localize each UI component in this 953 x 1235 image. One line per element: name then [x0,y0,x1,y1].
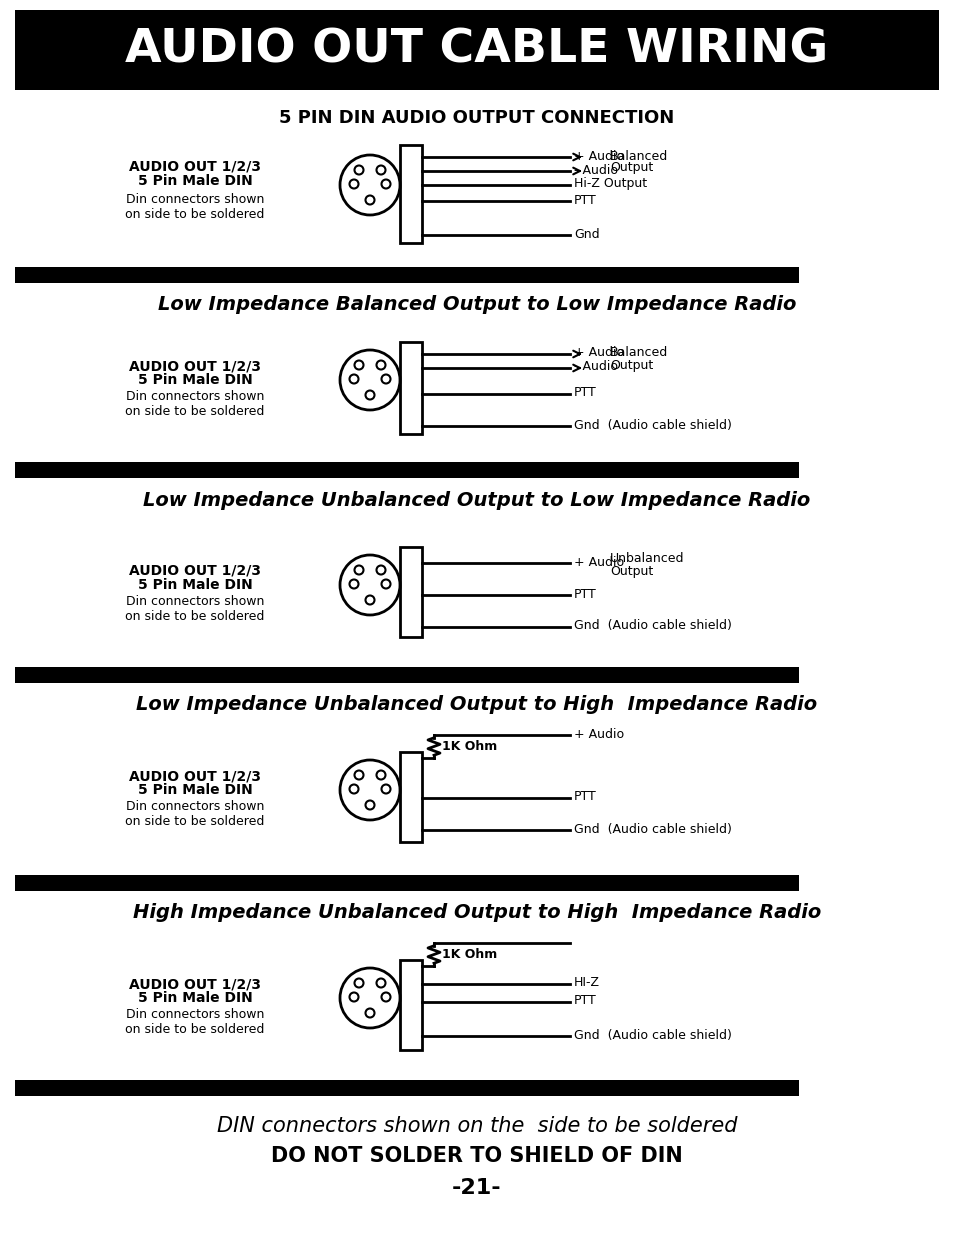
Text: Din connectors shown
on side to be soldered: Din connectors shown on side to be solde… [125,800,264,827]
Text: Gnd  (Audio cable shield): Gnd (Audio cable shield) [574,419,731,431]
Bar [399,547,421,637]
Bar [15,267,799,283]
Text: 5 Pin Male DIN: 5 Pin Male DIN [137,990,253,1005]
Text: AUDIO OUT 1/2/3: AUDIO OUT 1/2/3 [129,161,261,174]
Text: AUDIO OUT CABLE WIRING: AUDIO OUT CABLE WIRING [125,27,828,73]
Text: PTT: PTT [574,790,597,804]
Text: PTT: PTT [574,588,597,600]
Bar [15,462,799,478]
Text: Unbalanced: Unbalanced [609,552,684,566]
Text: AUDIO OUT 1/2/3: AUDIO OUT 1/2/3 [129,769,261,783]
Text: Gnd: Gnd [574,227,599,241]
Text: PTT: PTT [574,194,597,206]
Text: + Audio: + Audio [574,727,623,741]
Text: 1K Ohm: 1K Ohm [441,948,497,961]
Text: Output: Output [609,564,653,578]
Text: 5 PIN DIN AUDIO OUTPUT CONNECTION: 5 PIN DIN AUDIO OUTPUT CONNECTION [279,109,674,127]
Text: Gnd  (Audio cable shield): Gnd (Audio cable shield) [574,620,731,632]
Text: DO NOT SOLDER TO SHIELD OF DIN: DO NOT SOLDER TO SHIELD OF DIN [271,1146,682,1166]
Text: PTT: PTT [574,387,597,399]
Bar [15,10,938,90]
Text: Low Impedance Balanced Output to Low Impedance Radio: Low Impedance Balanced Output to Low Imp… [157,295,796,315]
Text: 5 Pin Male DIN: 5 Pin Male DIN [137,578,253,592]
Text: AUDIO OUT 1/2/3: AUDIO OUT 1/2/3 [129,977,261,990]
Text: Low Impedance Unbalanced Output to High  Impedance Radio: Low Impedance Unbalanced Output to High … [136,695,817,715]
Text: DIN connectors shown on the  side to be soldered: DIN connectors shown on the side to be s… [216,1116,737,1136]
Bar [399,960,421,1050]
Text: Gnd  (Audio cable shield): Gnd (Audio cable shield) [574,1029,731,1041]
Bar [15,1079,799,1095]
Text: AUDIO OUT 1/2/3: AUDIO OUT 1/2/3 [129,564,261,578]
Bar [15,876,799,890]
Text: Balanced: Balanced [609,347,667,359]
Text: 5 Pin Male DIN: 5 Pin Male DIN [137,174,253,188]
Text: Gnd  (Audio cable shield): Gnd (Audio cable shield) [574,823,731,836]
Text: Balanced: Balanced [609,149,667,163]
Text: Din connectors shown
on side to be soldered: Din connectors shown on side to be solde… [125,390,264,417]
Text: Output: Output [609,358,653,372]
Text: Din connectors shown
on side to be soldered: Din connectors shown on side to be solde… [125,595,264,622]
Text: + Audio: + Audio [574,556,623,568]
Text: - Audio: - Audio [574,163,618,177]
Text: + Audio: + Audio [574,149,623,163]
Text: AUDIO OUT 1/2/3: AUDIO OUT 1/2/3 [129,359,261,373]
Text: Output: Output [609,162,653,174]
Text: HI-Z: HI-Z [574,977,599,989]
Bar [399,342,421,433]
Bar [399,144,421,243]
Text: High Impedance Unbalanced Output to High  Impedance Radio: High Impedance Unbalanced Output to High… [132,904,821,923]
Text: 1K Ohm: 1K Ohm [441,740,497,753]
Text: Low Impedance Unbalanced Output to Low Impedance Radio: Low Impedance Unbalanced Output to Low I… [143,490,810,510]
Text: + Audio: + Audio [574,347,623,359]
Text: PTT: PTT [574,994,597,1008]
Text: 5 Pin Male DIN: 5 Pin Male DIN [137,783,253,797]
Text: Din connectors shown
on side to be soldered: Din connectors shown on side to be solde… [125,1008,264,1036]
Text: Din connectors shown
on side to be soldered: Din connectors shown on side to be solde… [125,193,264,221]
Bar [399,752,421,842]
Bar [15,667,799,683]
Text: 5 Pin Male DIN: 5 Pin Male DIN [137,373,253,387]
Text: Hi-Z Output: Hi-Z Output [574,178,646,190]
Text: - Audio: - Audio [574,361,618,373]
Text: -21-: -21- [452,1178,501,1198]
